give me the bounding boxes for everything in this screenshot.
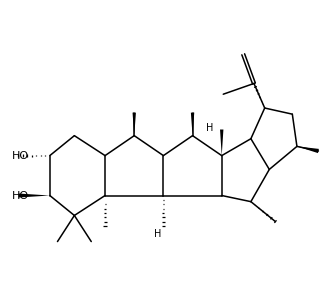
Polygon shape bbox=[297, 146, 319, 153]
Polygon shape bbox=[191, 113, 194, 136]
Text: H: H bbox=[206, 123, 213, 133]
Polygon shape bbox=[132, 113, 136, 136]
Text: HO: HO bbox=[12, 151, 30, 161]
Polygon shape bbox=[18, 194, 50, 198]
Text: HO: HO bbox=[12, 191, 30, 201]
Text: H: H bbox=[154, 229, 162, 239]
Polygon shape bbox=[220, 130, 223, 156]
